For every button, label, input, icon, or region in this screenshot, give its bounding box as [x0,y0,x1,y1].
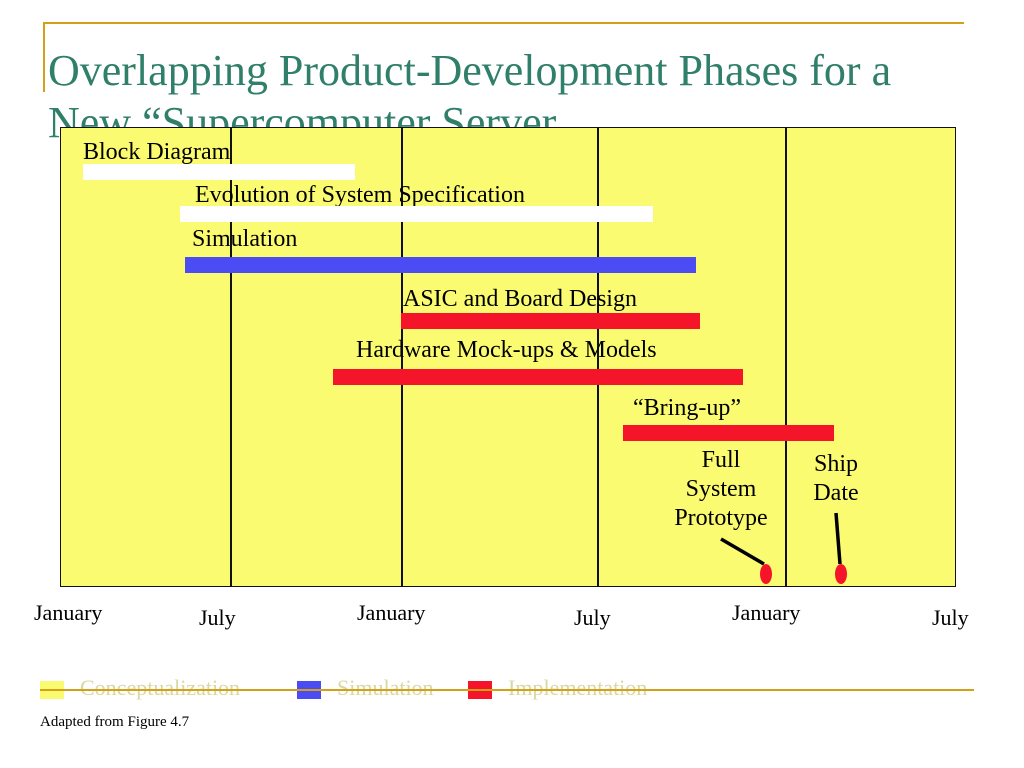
axis-label-january-3: January [732,600,801,625]
gridline-july-1 [230,128,232,586]
milestone-label-ship-date: Ship Date [813,451,859,506]
left-accent-rule [43,22,45,92]
legend-item-conceptualization: Conceptualization [40,675,240,701]
bottom-accent-rule [40,689,974,691]
phase-label-block-diagram: Block Diagram [83,139,231,165]
axis-label-july-1: July [199,605,236,630]
top-accent-rule [44,22,964,24]
phase-bar-block-diagram [83,164,355,180]
phase-label-asic-board-design: ASIC and Board Design [403,286,637,312]
gridline-january-2 [401,128,403,586]
axis-label-july-2: July [574,605,611,630]
gridline-january-3 [785,128,787,586]
axis-label-january-1: January [34,600,103,625]
phase-bar-bring-up [623,425,834,441]
milestone-dot-ship-date [835,564,847,584]
axis-label-july-3: July [932,605,969,630]
legend-label-simulation: Simulation [337,675,434,700]
milestone-pointer-prototype [720,537,765,566]
phase-label-simulation: Simulation [192,226,298,252]
axis-label-january-2: January [357,600,426,625]
phase-label-hardware-mockups: Hardware Mock-ups & Models [356,337,657,363]
phase-label-system-specification: Evolution of System Specification [195,182,525,208]
phase-bar-system-specification [180,206,653,222]
phase-bar-simulation [185,257,696,273]
slide-title: Overlapping Product-Development Phases f… [48,46,892,147]
gridline-july-2 [597,128,599,586]
phase-bar-hardware-mockups [333,369,743,385]
legend-label-implementation: Implementation [508,675,648,700]
legend-item-implementation: Implementation [468,675,647,701]
legend-item-simulation: Simulation [297,675,434,701]
timeline-chart: Block Diagram Evolution of System Specif… [60,127,956,587]
phase-label-bring-up: “Bring-up” [633,395,741,421]
milestone-dot-prototype [760,564,772,584]
footnote: Adapted from Figure 4.7 [40,714,190,730]
milestone-pointer-ship-date [834,512,842,565]
legend-label-conceptualization: Conceptualization [80,675,241,700]
phase-bar-asic-board-design [401,313,700,329]
milestone-label-full-system-prototype: Full System Prototype [674,447,768,531]
milestone-markers [720,512,847,584]
